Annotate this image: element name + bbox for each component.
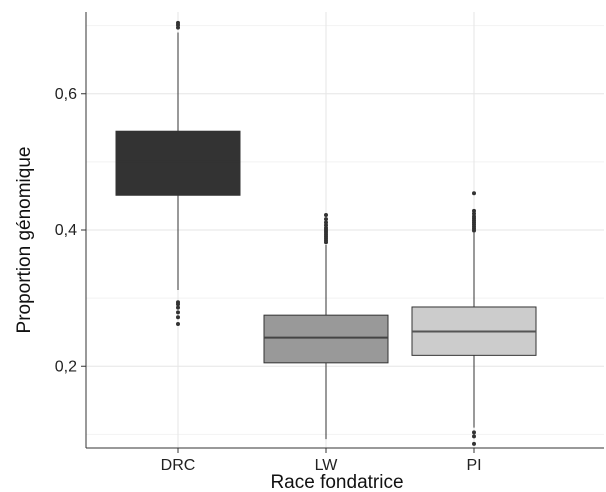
outlier-point <box>472 208 476 213</box>
x-tick-label: DRC <box>161 457 196 474</box>
box-drc <box>115 20 241 327</box>
outlier-point <box>176 322 180 327</box>
outlier-point <box>176 300 180 305</box>
x-tick-label: LW <box>315 457 339 474</box>
outlier-point <box>176 310 180 315</box>
y-axis-title: Proportion génomique <box>14 147 35 334</box>
outlier-point <box>324 220 328 225</box>
y-tick-label: 0,4 <box>55 222 77 239</box>
x-axis-title: Race fondatrice <box>270 472 403 492</box>
x-axis: DRC LW PI <box>86 447 604 474</box>
outlier-point <box>324 213 328 218</box>
box-iqr <box>263 314 389 364</box>
outlier-point <box>176 20 180 25</box>
outlier-point <box>176 315 180 320</box>
y-axis: 0,2 0,4 0,6 <box>55 12 87 448</box>
box-pi <box>411 191 537 446</box>
box-lw <box>263 213 389 440</box>
outlier-point <box>472 441 476 446</box>
y-tick-label: 0,6 <box>55 86 77 103</box>
outlier-point <box>176 305 180 310</box>
x-tick-label: PI <box>466 457 481 474</box>
y-tick-label: 0,2 <box>55 358 77 375</box>
grid-lines <box>86 12 604 448</box>
outlier-point <box>324 217 328 222</box>
box-series <box>115 20 537 446</box>
outlier-point <box>472 191 476 196</box>
outlier-point <box>472 430 476 435</box>
outlier-point <box>472 434 476 439</box>
box-iqr <box>115 130 241 196</box>
